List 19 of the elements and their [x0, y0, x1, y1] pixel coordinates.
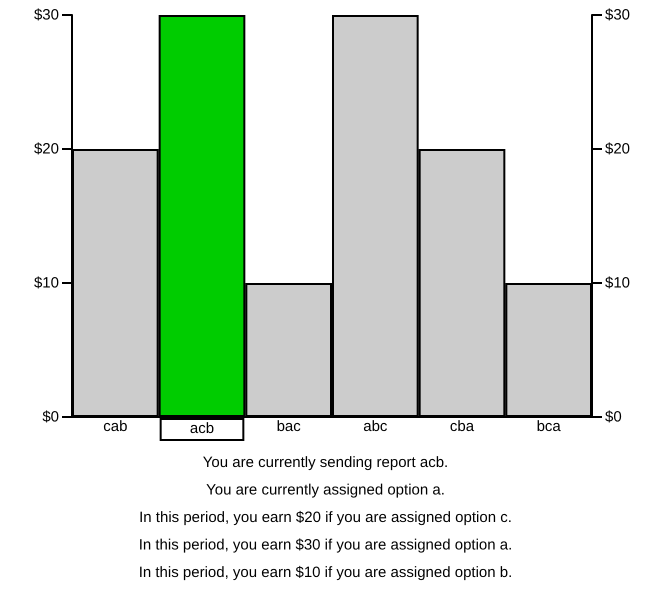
y2-tick-label: $30	[605, 6, 630, 24]
y-tick-label: $10	[34, 274, 59, 292]
x-tick-label: cba	[450, 418, 475, 435]
y2-tick-label: $0	[605, 408, 622, 426]
y-tick-label: $30	[34, 6, 59, 24]
x-tick-label: abc	[363, 418, 388, 435]
x-tick-label: bca	[536, 418, 562, 435]
text: In this period, you earn $20 if you are assigned option c.	[139, 509, 512, 526]
y2-tick-label: $20	[605, 140, 630, 158]
x-tick-label: bac	[276, 418, 302, 435]
y-tick-label: $0	[42, 408, 59, 426]
text: In this period, you earn $30 if you are assigned option a.	[138, 536, 512, 554]
x-tick-label: acb	[190, 420, 214, 437]
text: You are currently assigned option a.	[206, 482, 445, 498]
text: You are currently sending report acb.	[202, 454, 448, 471]
text: In this period, you earn $10 if you are assigned option b.	[138, 564, 512, 581]
x-tick-label: cab	[103, 418, 128, 435]
y2-tick-label: $10	[605, 274, 630, 292]
y-tick-label: $20	[34, 140, 59, 158]
